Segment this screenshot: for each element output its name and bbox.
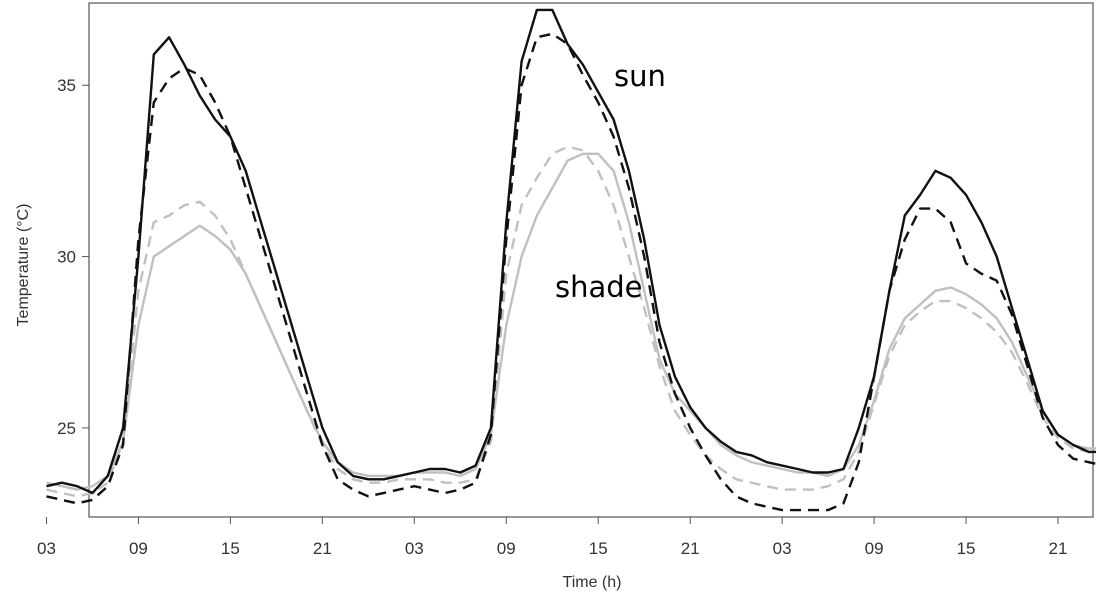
series-line-1: [46, 8, 1096, 495]
x-axis-title: Time (h): [563, 574, 622, 591]
x-tick-label: 09: [129, 539, 148, 558]
x-tick-label: 15: [221, 539, 240, 558]
x-tick-label: 09: [865, 539, 884, 558]
series-line-4: [46, 145, 1096, 498]
y-tick-label: 25: [57, 419, 76, 438]
x-tick-label: 09: [497, 539, 516, 558]
series-line-2: [46, 32, 1096, 512]
x-tick-label: 03: [37, 539, 56, 558]
y-axis: 25 30 35: [57, 76, 89, 438]
y-tick-label: 30: [57, 248, 76, 267]
x-tick-label: 03: [773, 539, 792, 558]
x-tick-label: 15: [957, 539, 976, 558]
annotation-shade: shade: [555, 270, 643, 304]
x-axis: 03 09 15 21 03 09 15 21 03 09 15 21: [37, 517, 1067, 558]
x-tick-label: 21: [681, 539, 700, 558]
y-axis-title: Temperature (°C): [15, 204, 32, 327]
x-tick-label: 21: [313, 539, 332, 558]
x-tick-label: 03: [405, 539, 424, 558]
y-tick-label: 35: [57, 76, 76, 95]
x-tick-label: 15: [589, 539, 608, 558]
annotation-sun: sun: [614, 59, 666, 93]
plot-frame: [88, 2, 1094, 518]
x-tick-label: 21: [1049, 539, 1068, 558]
series-layer: [46, 8, 1096, 512]
series-line-3: [46, 152, 1096, 491]
